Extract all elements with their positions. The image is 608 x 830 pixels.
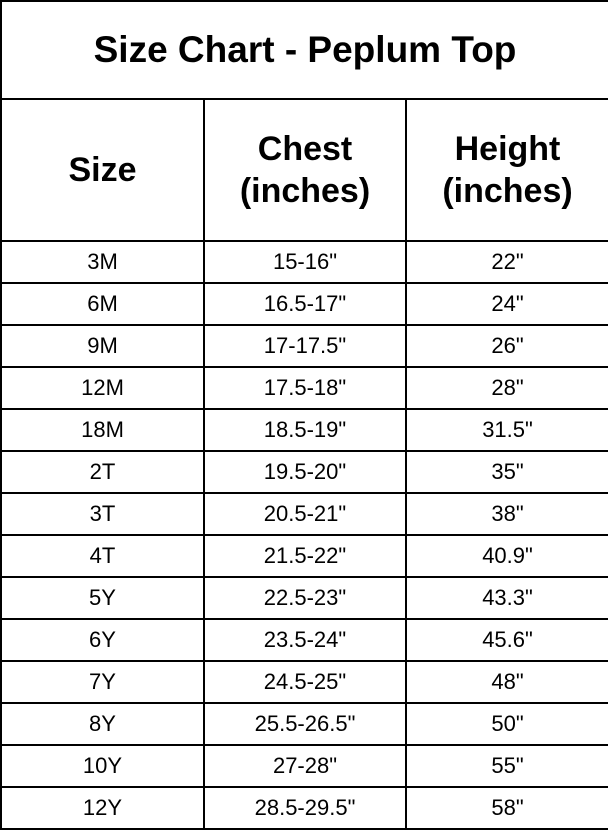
cell-chest: 16.5-17": [203, 282, 407, 326]
table-row: 5Y 22.5-23" 43.3": [0, 576, 608, 620]
header-height-line2: (inches): [442, 172, 573, 210]
cell-height: 38": [404, 492, 608, 536]
cell-chest: 22.5-23": [203, 576, 407, 620]
cell-size: 10Y: [0, 744, 205, 788]
table-row: 2T 19.5-20" 35": [0, 450, 608, 494]
cell-height: 35": [404, 450, 608, 494]
cell-size: 3M: [0, 240, 205, 284]
cell-chest: 21.5-22": [203, 534, 407, 578]
cell-height: 55": [404, 744, 608, 788]
table-row: 18M 18.5-19" 31.5": [0, 408, 608, 452]
cell-height: 43.3": [404, 576, 608, 620]
header-row: Size Chest (inches) Height (inches): [0, 98, 608, 242]
cell-height: 48": [404, 660, 608, 704]
cell-size: 6M: [0, 282, 205, 326]
cell-height: 26": [404, 324, 608, 368]
cell-height: 58": [404, 786, 608, 830]
cell-size: 3T: [0, 492, 205, 536]
table-row: 9M 17-17.5" 26": [0, 324, 608, 368]
table-row: 12Y 28.5-29.5" 58": [0, 786, 608, 830]
cell-height: 50": [404, 702, 608, 746]
cell-chest: 17-17.5": [203, 324, 407, 368]
table-row: 6M 16.5-17" 24": [0, 282, 608, 326]
header-chest: Chest (inches): [203, 98, 407, 242]
cell-size: 8Y: [0, 702, 205, 746]
cell-height: 40.9": [404, 534, 608, 578]
cell-chest: 25.5-26.5": [203, 702, 407, 746]
header-chest-line1: Chest: [257, 130, 353, 168]
table-row: 10Y 27-28" 55": [0, 744, 608, 788]
cell-chest: 18.5-19": [203, 408, 407, 452]
cell-size: 5Y: [0, 576, 205, 620]
cell-height: 45.6": [404, 618, 608, 662]
cell-chest: 15-16": [203, 240, 407, 284]
cell-size: 18M: [0, 408, 205, 452]
cell-size: 6Y: [0, 618, 205, 662]
table-row: 7Y 24.5-25" 48": [0, 660, 608, 704]
cell-height: 24": [404, 282, 608, 326]
table-row: 3T 20.5-21" 38": [0, 492, 608, 536]
cell-chest: 27-28": [203, 744, 407, 788]
cell-height: 22": [404, 240, 608, 284]
table-row: 3M 15-16" 22": [0, 240, 608, 284]
cell-chest: 28.5-29.5": [203, 786, 407, 830]
header-height-line1: Height: [454, 130, 561, 168]
table-row: 4T 21.5-22" 40.9": [0, 534, 608, 578]
table-row: 12M 17.5-18" 28": [0, 366, 608, 410]
header-height: Height (inches): [404, 98, 608, 242]
cell-chest: 24.5-25": [203, 660, 407, 704]
cell-height: 28": [404, 366, 608, 410]
table-row: 6Y 23.5-24" 45.6": [0, 618, 608, 662]
header-chest-line2: (inches): [239, 172, 371, 210]
cell-chest: 23.5-24": [203, 618, 407, 662]
cell-size: 7Y: [0, 660, 205, 704]
cell-size: 2T: [0, 450, 205, 494]
header-size: Size: [0, 98, 205, 242]
cell-size: 12M: [0, 366, 205, 410]
cell-size: 12Y: [0, 786, 205, 830]
cell-chest: 20.5-21": [203, 492, 407, 536]
cell-chest: 17.5-18": [203, 366, 407, 410]
cell-height: 31.5": [404, 408, 608, 452]
cell-chest: 19.5-20": [203, 450, 407, 494]
cell-size: 4T: [0, 534, 205, 578]
chart-title: Size Chart - Peplum Top: [0, 0, 608, 100]
table-row: 8Y 25.5-26.5" 50": [0, 702, 608, 746]
cell-size: 9M: [0, 324, 205, 368]
